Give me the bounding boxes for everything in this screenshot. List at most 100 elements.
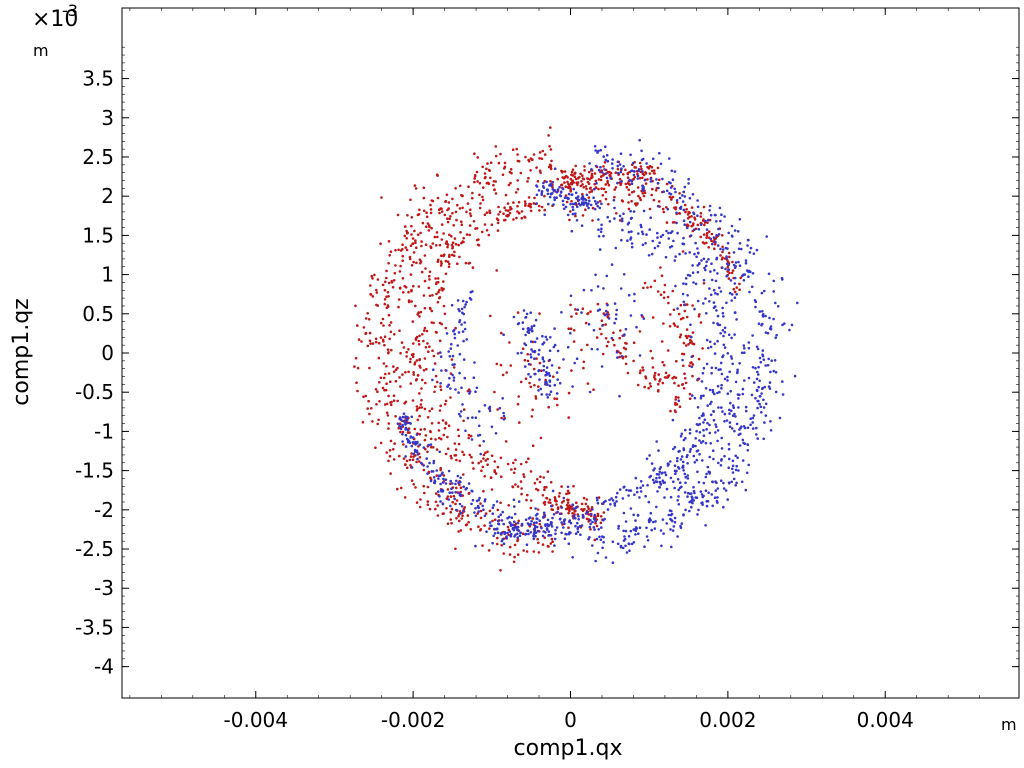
red-point <box>569 210 572 213</box>
blue-point <box>606 215 609 219</box>
blue-point <box>568 531 571 534</box>
blue-point <box>703 266 706 270</box>
y-tick-label: -0.5 <box>75 380 114 404</box>
red-point <box>383 403 387 406</box>
blue-point <box>574 212 577 215</box>
blue-point <box>665 487 669 491</box>
red-point <box>639 198 642 202</box>
blue-point <box>566 197 570 201</box>
blue-point <box>532 534 535 538</box>
red-point <box>415 460 418 464</box>
blue-point <box>701 495 704 499</box>
blue-point <box>398 424 401 428</box>
red-point <box>454 187 457 190</box>
red-point <box>590 190 594 193</box>
red-point <box>618 355 621 359</box>
red-point <box>423 357 427 360</box>
red-point <box>567 498 570 502</box>
blue-point <box>629 529 633 533</box>
blue-point <box>408 421 411 425</box>
blue-point <box>755 388 759 392</box>
red-point <box>621 200 625 203</box>
blue-point <box>673 445 677 449</box>
blue-point <box>675 459 679 463</box>
blue-point <box>756 437 759 440</box>
red-point <box>446 208 449 212</box>
red-point <box>624 168 627 172</box>
red-point <box>476 243 480 247</box>
blue-point <box>541 334 544 338</box>
red-point <box>428 270 432 274</box>
red-point <box>668 195 672 199</box>
red-point <box>488 527 491 530</box>
blue-point <box>711 242 714 246</box>
blue-point <box>751 416 755 420</box>
red-point <box>689 338 692 342</box>
red-point <box>455 499 459 502</box>
blue-point <box>769 420 772 423</box>
blue-point <box>702 414 705 417</box>
red-point <box>562 499 565 503</box>
blue-point <box>758 402 761 406</box>
blue-point <box>456 474 460 478</box>
red-point <box>591 206 595 210</box>
red-point <box>520 216 524 220</box>
red-point <box>382 340 385 343</box>
blue-point <box>781 380 784 383</box>
red-point <box>586 312 590 315</box>
red-point <box>681 316 685 320</box>
red-point <box>433 235 437 239</box>
blue-point <box>576 205 579 209</box>
red-point <box>462 473 465 476</box>
blue-point <box>728 370 731 374</box>
blue-point <box>502 333 505 337</box>
blue-point <box>704 475 708 479</box>
red-point <box>434 492 438 495</box>
blue-point <box>524 333 527 337</box>
red-point <box>708 218 712 222</box>
red-point <box>588 190 591 194</box>
blue-point <box>576 308 579 312</box>
blue-point <box>688 450 692 453</box>
blue-point <box>657 473 661 476</box>
blue-point <box>444 478 448 482</box>
blue-point <box>702 421 705 424</box>
red-point <box>435 173 439 176</box>
red-point <box>511 148 515 151</box>
blue-point <box>730 224 734 228</box>
red-point <box>423 427 426 431</box>
red-point <box>457 243 460 247</box>
blue-point <box>471 498 475 502</box>
red-point <box>545 486 548 489</box>
red-point <box>382 376 386 380</box>
red-point <box>452 494 456 498</box>
red-point <box>437 290 440 294</box>
red-point <box>428 274 431 278</box>
red-point <box>411 355 415 359</box>
red-point <box>439 388 443 392</box>
blue-point <box>463 327 467 331</box>
blue-point <box>738 242 742 245</box>
red-point <box>444 259 448 263</box>
red-point <box>650 193 653 197</box>
red-point <box>499 152 502 156</box>
blue-point <box>640 314 643 317</box>
blue-point <box>696 449 700 452</box>
blue-point <box>415 433 419 436</box>
blue-point <box>627 542 631 546</box>
blue-point <box>750 393 754 397</box>
blue-point <box>501 538 504 541</box>
red-point <box>433 362 437 365</box>
red-point <box>483 524 486 527</box>
blue-point <box>529 353 532 356</box>
red-point <box>442 304 446 308</box>
red-point <box>362 326 366 329</box>
blue-point <box>553 343 557 347</box>
blue-point <box>510 532 513 536</box>
red-point <box>596 302 600 306</box>
red-point <box>396 366 399 370</box>
blue-point <box>416 457 419 461</box>
red-point <box>531 158 534 161</box>
blue-point <box>736 371 739 375</box>
blue-point <box>719 464 723 467</box>
